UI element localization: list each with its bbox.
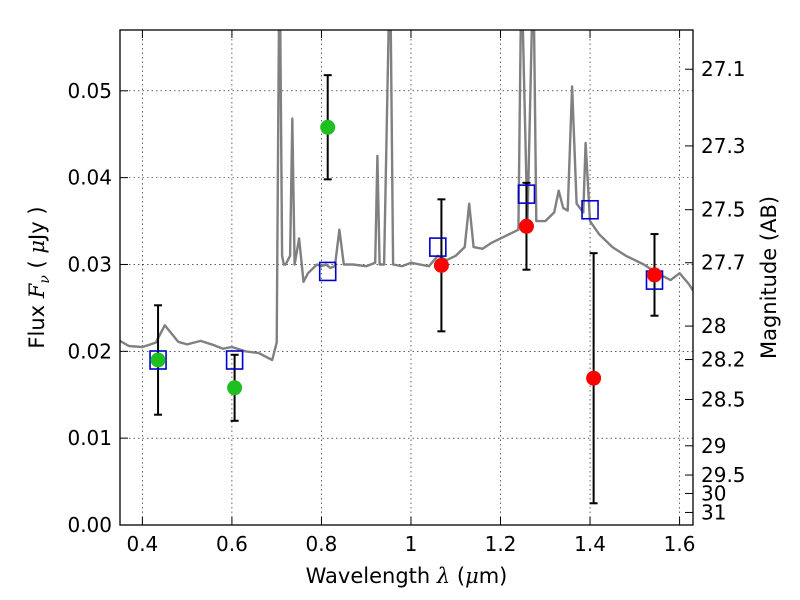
model-square: [225, 350, 244, 370]
model-square: [581, 199, 599, 220]
marker-layer: [149, 119, 664, 396]
y-tick-label: 0.05: [67, 79, 112, 103]
magnitude-tick-label: 28: [701, 314, 726, 338]
y-tick-label: 0.00: [67, 513, 112, 537]
red-data-point: [586, 370, 602, 386]
model-square: [149, 350, 167, 370]
model-square: [429, 237, 447, 257]
magnitude-tick-label: 28.2: [701, 348, 746, 372]
magnitude-tick-label: 27.1: [701, 57, 746, 81]
x-tick-label: 1.4: [574, 532, 606, 556]
x-axis-label: Wavelength λ (μm): [306, 564, 508, 588]
y-axis-label: Flux Fν ( μJy ): [25, 206, 53, 348]
model-square: [517, 184, 536, 204]
green-data-point: [320, 119, 336, 135]
y-tick-label: 0.04: [67, 166, 112, 190]
magnitude-tick-label: 27.7: [701, 251, 746, 275]
red-data-point: [518, 218, 534, 234]
grid: [120, 30, 693, 526]
magnitude-tick-label: 29: [701, 434, 726, 458]
errorbar-layer: [154, 74, 659, 505]
red-data-point: [647, 267, 663, 283]
x-tick-label: 1.2: [485, 532, 517, 556]
plot-frame: [119, 29, 694, 526]
magnitude-tick-label: 28.5: [701, 387, 746, 411]
model-square: [318, 261, 337, 282]
magnitude-tick-label: 27.3: [701, 134, 746, 158]
spectrum-line: [120, 30, 693, 362]
magnitude-tick-label: 31: [701, 500, 726, 524]
green-data-point: [227, 380, 243, 396]
spectrum-layer: [120, 30, 693, 362]
x-tick-label: 1: [405, 532, 418, 556]
x-tick-label: 1.6: [664, 532, 696, 556]
y-tick-label: 0.01: [67, 426, 112, 450]
y-tick-label: 0.02: [67, 339, 112, 363]
green-data-point: [150, 352, 166, 368]
magnitude-axis-label: Magnitude (AB): [757, 196, 781, 359]
magnitude-tick-label: 29.5: [701, 463, 746, 487]
x-tick-label: 0.6: [216, 532, 248, 556]
y-tick-label: 0.03: [67, 252, 112, 276]
x-tick-label: 0.8: [306, 532, 338, 556]
red-data-point: [433, 257, 449, 273]
tick-layer: 0.4 0.6 0.8 1 1.2 1.4 1.6 0.00 0.01 0.02 0.03 0.04 0…: [67, 30, 746, 556]
magnitude-tick-label: 30: [701, 481, 726, 505]
x-tick-label: 0.4: [126, 532, 158, 556]
magnitude-tick-label: 27.5: [701, 198, 746, 222]
